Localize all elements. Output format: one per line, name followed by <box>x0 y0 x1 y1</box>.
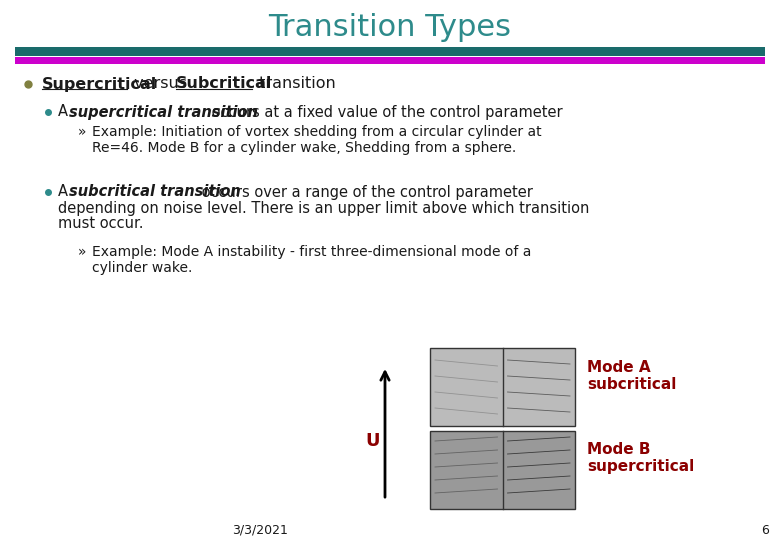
Text: Re=46. Mode B for a cylinder wake, Shedding from a sphere.: Re=46. Mode B for a cylinder wake, Shedd… <box>92 141 516 155</box>
FancyBboxPatch shape <box>430 431 575 509</box>
Text: 3/3/2021: 3/3/2021 <box>232 523 288 537</box>
Text: must occur.: must occur. <box>58 217 144 232</box>
Text: supercritical transition: supercritical transition <box>69 105 258 119</box>
Text: Subcritical: Subcritical <box>176 77 272 91</box>
FancyBboxPatch shape <box>15 47 765 56</box>
FancyBboxPatch shape <box>15 57 765 64</box>
Text: Mode A
subcritical: Mode A subcritical <box>587 360 676 392</box>
Text: Example: Mode A instability - first three-dimensional mode of a: Example: Mode A instability - first thre… <box>92 245 531 259</box>
Text: A: A <box>58 185 73 199</box>
FancyBboxPatch shape <box>430 348 575 426</box>
Text: Transition Types: Transition Types <box>268 14 512 43</box>
Text: »: » <box>78 125 87 139</box>
Text: U: U <box>366 432 381 450</box>
Text: cylinder wake.: cylinder wake. <box>92 261 193 275</box>
Text: depending on noise level. There is an upper limit above which transition: depending on noise level. There is an up… <box>58 200 590 215</box>
Text: Supercritical: Supercritical <box>42 77 158 91</box>
Text: Mode B
supercritical: Mode B supercritical <box>587 442 694 474</box>
Text: versus: versus <box>129 77 192 91</box>
Text: 6: 6 <box>761 523 769 537</box>
Text: transition: transition <box>254 77 335 91</box>
Text: occurs at a fixed value of the control parameter: occurs at a fixed value of the control p… <box>207 105 562 119</box>
Text: subcritical transition: subcritical transition <box>69 185 241 199</box>
Text: occurs over a range of the control parameter: occurs over a range of the control param… <box>197 185 533 199</box>
Text: Example: Initiation of vortex shedding from a circular cylinder at: Example: Initiation of vortex shedding f… <box>92 125 541 139</box>
Text: A: A <box>58 105 73 119</box>
Text: »: » <box>78 245 87 259</box>
